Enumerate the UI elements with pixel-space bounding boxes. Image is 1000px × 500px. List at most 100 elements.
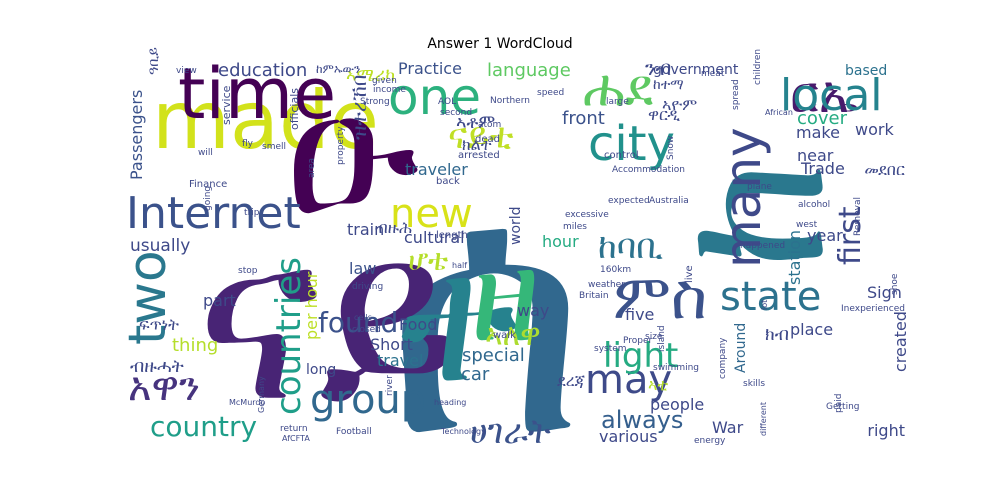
cloud-word: travel <box>377 351 423 370</box>
cloud-word: skills <box>743 379 765 389</box>
cloud-word: ዋርዲ <box>648 105 680 124</box>
cloud-word: given <box>372 76 397 86</box>
cloud-word: Removal <box>853 197 863 236</box>
cloud-word: many <box>714 127 772 268</box>
cloud-word: plane <box>747 182 772 192</box>
cloud-word: 160km <box>600 265 631 275</box>
cloud-word: ዝተረኸበ <box>347 75 371 140</box>
cloud-word: cells <box>354 313 372 322</box>
cloud-word: made <box>152 74 379 167</box>
cloud-word: property <box>336 126 346 165</box>
cloud-word: car <box>461 364 490 385</box>
cloud-word: state <box>720 274 821 320</box>
cloud-word: Passengers <box>127 90 146 180</box>
cloud-word: based <box>845 63 887 79</box>
cloud-word: AfCFTA <box>282 434 310 443</box>
cloud-word: Internet <box>126 188 301 239</box>
cloud-word: various <box>599 427 658 446</box>
cloud-word: size <box>645 332 663 342</box>
chart-title: Answer 1 WordCloud <box>427 36 573 52</box>
cloud-word: train <box>347 220 384 239</box>
cloud-word: station <box>785 230 804 285</box>
cloud-word: people <box>650 395 704 414</box>
cloud-word: company <box>718 337 728 379</box>
cloud-word: War <box>712 418 744 437</box>
cloud-word: ተ <box>400 219 518 422</box>
cloud-word: cultural <box>404 228 465 247</box>
cloud-word: Trade <box>800 159 845 178</box>
cloud-word: paid <box>834 394 844 413</box>
cloud-word: Inexperienced <box>841 304 905 314</box>
cloud-word: make <box>796 123 840 142</box>
cloud-word: Practice <box>398 59 462 78</box>
cloud-word: children <box>753 49 763 85</box>
cloud-word: income <box>373 85 406 95</box>
cloud-word: Getting <box>826 402 860 412</box>
cloud-word: view <box>176 66 197 76</box>
cloud-word: time <box>178 53 336 135</box>
cloud-word: live <box>684 265 695 283</box>
cloud-word: special <box>462 345 525 366</box>
cloud-word: African <box>765 108 793 117</box>
cloud-word: local <box>780 70 883 121</box>
cloud-word: ዓቢይ <box>146 47 162 75</box>
cloud-word: language <box>487 60 571 81</box>
cloud-word: part <box>203 291 236 310</box>
cloud-word: going <box>203 186 213 211</box>
cloud-word: usually <box>130 236 190 256</box>
cloud-word: ሐደ <box>583 59 653 119</box>
cloud-word: return <box>280 424 308 434</box>
cloud-word: weather <box>588 280 625 290</box>
cloud-word: ደረጃ <box>557 371 586 390</box>
cloud-word: two <box>118 250 178 345</box>
cloud-word: near <box>797 146 834 165</box>
cloud-word: education <box>218 60 307 81</box>
cloud-word: happened <box>740 241 785 251</box>
cloud-word: back <box>436 176 460 187</box>
cloud-word: alcohol <box>798 200 830 210</box>
cloud-word: one <box>388 68 481 126</box>
cloud-word: ከተማ <box>653 77 684 93</box>
cloud-word: Finance <box>189 179 227 190</box>
cloud-word: AOL <box>438 97 456 107</box>
cloud-word: system <box>594 344 627 354</box>
cloud-word: world <box>508 206 524 245</box>
cloud-word: arrested <box>458 150 500 161</box>
cloud-word: Proper <box>623 336 653 346</box>
cloud-word: second <box>440 108 472 118</box>
cloud-word: Around <box>733 323 749 373</box>
cloud-word: ናይቲ <box>448 116 514 157</box>
cloud-word: hour <box>542 232 579 251</box>
cloud-word: river <box>385 375 395 396</box>
cloud-word: ክብ <box>765 324 789 345</box>
cloud-word: ከምኡውን <box>316 62 360 76</box>
cloud-word: right <box>867 421 905 440</box>
cloud-word: ንብ <box>645 56 671 80</box>
cloud-word: length <box>436 230 468 241</box>
cloud-word: new <box>390 191 473 237</box>
cloud-word: ምስ <box>613 260 707 333</box>
cloud-word: Australia <box>649 196 689 206</box>
cloud-word: energy <box>694 436 726 446</box>
cloud-word: ኣለዋ <box>485 318 541 353</box>
cloud-word: island <box>657 325 667 352</box>
cloud-word: ብዙሕ <box>375 218 412 237</box>
cloud-word: Snow <box>666 136 676 160</box>
cloud-word: Britain <box>579 291 609 301</box>
cloud-word: lot <box>760 300 769 310</box>
cloud-word: ክልተ <box>462 135 492 154</box>
cloud-word: Football <box>336 427 372 437</box>
cloud-word: group <box>310 377 426 423</box>
cloud-word: Strong <box>360 97 390 107</box>
cloud-word: excessive <box>565 210 609 220</box>
cloud-word: ፍጥነት <box>139 315 179 334</box>
cloud-word: shoe <box>890 273 900 295</box>
cloud-word: ዑ <box>285 44 419 253</box>
cloud-word: driving <box>352 282 383 292</box>
cloud-word: Accommodation <box>612 165 685 175</box>
cloud-word: Northern <box>490 96 530 106</box>
cloud-word: traveler <box>405 160 468 179</box>
cloud-word: ኣቶም <box>456 112 495 133</box>
cloud-word: ኣሜሪካ <box>346 65 395 86</box>
